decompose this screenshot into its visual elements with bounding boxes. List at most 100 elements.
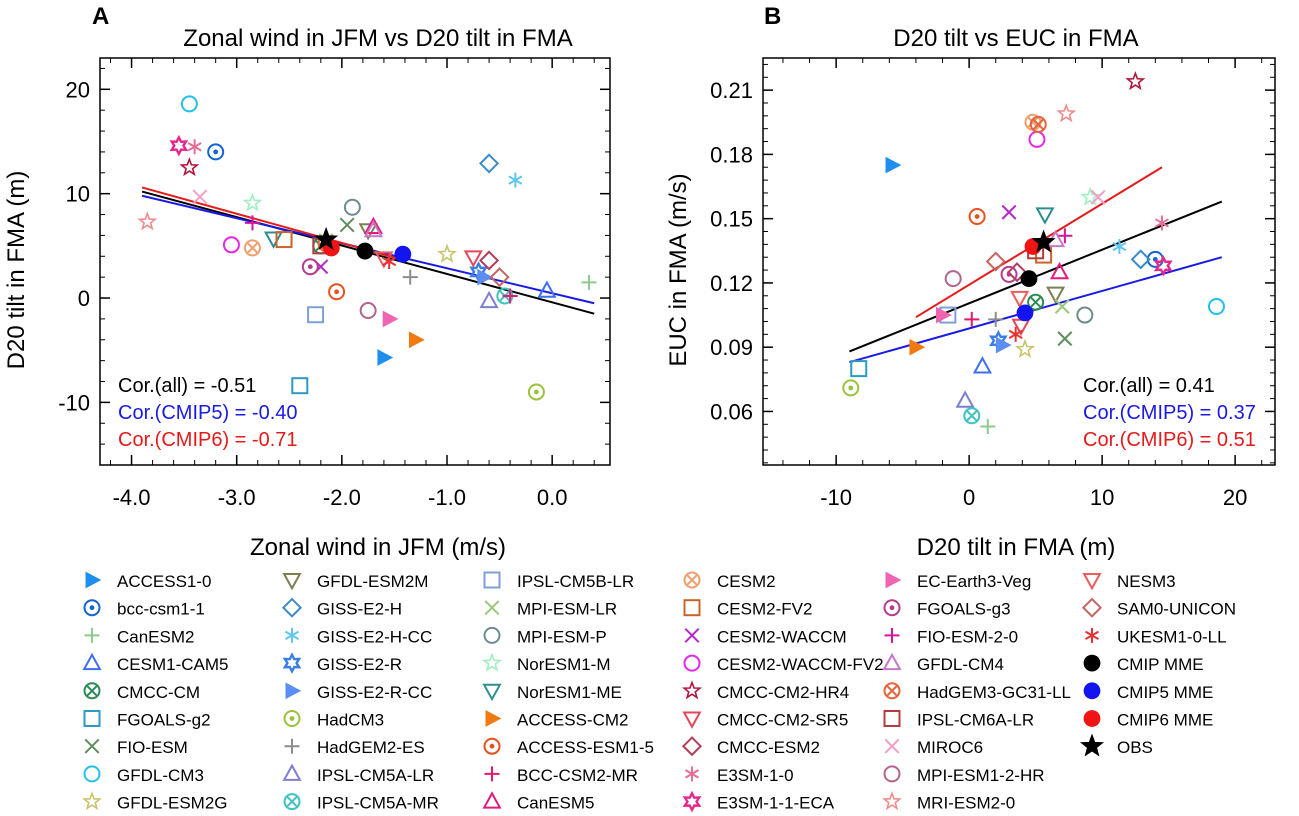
legend-label: IPSL-CM6A-LR <box>917 711 1034 730</box>
legend-label: CESM1-CAM5 <box>117 655 228 674</box>
legend-marker-ukesm1-0-ll <box>1085 627 1099 643</box>
point-e3sm-1-1-eca <box>169 134 189 157</box>
y-tick-label: -10 <box>58 390 90 415</box>
legend-item-gfdl-cm4: GFDL-CM4 <box>882 652 1004 674</box>
point-cesm2-waccm-fv2 <box>1028 130 1046 148</box>
legend-label: CMCC-CM2-HR4 <box>717 683 849 702</box>
point-cesm1-cam5 <box>972 356 992 374</box>
legend-marker-access1-0 <box>85 571 102 589</box>
y-tick-label: 0.18 <box>710 142 753 167</box>
legend-label: CMCC-CM2-SR5 <box>717 711 848 730</box>
legend-label: OBS <box>1117 738 1153 757</box>
legend-marker-cmcc-cm2-hr4 <box>681 680 703 700</box>
y-tick-label: 0.06 <box>710 399 753 424</box>
legend-label: CESM2-WACCM-FV2 <box>717 655 884 674</box>
point-bcc-csm2-mr <box>502 288 518 304</box>
point-cmcc-cm <box>1027 293 1045 311</box>
y-tick-label: 0.21 <box>710 78 753 103</box>
legend-marker-gfdl-esm2m <box>282 573 302 591</box>
legend-label: CanESM2 <box>117 627 194 646</box>
legend-item-hadgem2-es: HadGEM2-ES <box>284 738 425 757</box>
legend-marker-cesm2-fv2 <box>683 599 701 617</box>
legend-label: MRI-ESM2-0 <box>917 794 1015 813</box>
legend-label: CESM2-FV2 <box>717 600 812 619</box>
point-cmip-mme <box>1020 270 1038 288</box>
panel-a: A Zonal wind in JFM vs D20 tilt in FMA -… <box>3 3 611 561</box>
legend-marker-bcc-csm1-1 <box>83 599 101 617</box>
legend-item-miroc6: MIROC6 <box>884 738 983 757</box>
panel-b-ylabel: EUC in FMA (m/s) <box>665 173 692 366</box>
panel-b-xlabel: D20 tilt in FMA (m) <box>917 534 1116 561</box>
legend-marker-cesm2-waccm <box>684 627 700 643</box>
panel-a-title: Zonal wind in JFM vs D20 tilt in FMA <box>183 25 572 52</box>
y-tick-label: 0.15 <box>710 207 753 232</box>
legend-marker-cmip5-mme <box>1083 682 1101 700</box>
legend-item-noresm1-m: NorESM1-M <box>481 652 611 674</box>
point-fgoals-g3 <box>301 258 319 276</box>
legend-label: HadGEM2-ES <box>317 738 425 757</box>
point-gfdl-cm3 <box>180 95 198 113</box>
point-ukesm1-0-ll <box>1008 326 1023 342</box>
legend-item-giss-e2-h-cc: GISS-E2-H-CC <box>285 627 432 646</box>
point-canesm2 <box>980 418 996 434</box>
point-mri-esm2-0 <box>1056 103 1077 123</box>
legend-label: GISS-E2-H <box>317 600 402 619</box>
legend-item-fgoals-g2: FGOALS-g2 <box>83 710 211 730</box>
panel-a-plot: -4.0 -3.0 -2.0 -1.0 0.0 -10 0 10 20 Cor.(all) = -… <box>58 57 611 510</box>
point-ipsl-cm5a-mr <box>963 407 981 425</box>
legend-label: ACCESS-ESM1-5 <box>517 738 654 757</box>
legend-marker-hadcm3 <box>283 710 301 727</box>
legend-marker-canesm2 <box>84 627 100 643</box>
legend-item-mri-esm2-0: MRI-ESM2-0 <box>881 791 1015 813</box>
legend-item-mpi-esm1-2-hr: MPI-ESM1-2-HR <box>883 765 1045 785</box>
legend-marker-sam0-unicon <box>1081 597 1103 618</box>
y-tick-label: 10 <box>66 182 90 207</box>
point-fio-esm <box>1057 331 1073 347</box>
legend-item-noresm1-me: NorESM1-ME <box>482 683 622 702</box>
point-gfdl-esm2m <box>358 223 378 241</box>
y-tick-label: 0.09 <box>710 335 753 360</box>
legend-label: IPSL-CM5A-LR <box>317 766 434 785</box>
legend-label: GFDL-ESM2M <box>317 572 428 591</box>
point-nesm3 <box>1010 290 1030 309</box>
legend-label: EC-Earth3-Veg <box>917 572 1031 591</box>
legend-marker-gfdl-cm3 <box>83 765 101 783</box>
legend-item-mpi-esm-p: MPI-ESM-P <box>483 626 607 646</box>
plot-frame <box>99 57 611 466</box>
point-canesm2 <box>581 274 597 290</box>
legend-label: E3SM-1-1-ECA <box>717 794 835 813</box>
legend-item-access-esm1-5: ACCESS-ESM1-5 <box>483 737 654 757</box>
legend-item-gfdl-esm2g: GFDL-ESM2G <box>81 791 228 813</box>
legend-item-access-cm2: ACCESS-CM2 <box>485 710 628 730</box>
point-ukesm1-0-ll <box>382 254 397 269</box>
panel-b-label: B <box>764 3 781 30</box>
point-access1-0 <box>885 156 902 174</box>
point-giss-e2-r-cc <box>477 268 494 286</box>
point-cesm1-cam5 <box>537 280 557 298</box>
point-miroc6 <box>192 189 208 205</box>
legend-item-ipsl-cm5b-lr: IPSL-CM5B-LR <box>483 571 634 591</box>
legend-marker-mpi-esm-lr <box>484 600 500 616</box>
legend-label: GFDL-CM3 <box>117 766 204 785</box>
legend-label: ACCESS1-0 <box>117 572 211 591</box>
legend-marker-cmip6-mme <box>1083 710 1101 727</box>
legend-item-fio-esm-2-0: FIO-ESM-2-0 <box>884 627 1018 646</box>
legend-marker-cmcc-esm2 <box>681 736 703 757</box>
point-fgoals-g2 <box>850 360 868 378</box>
x-tick-label: -1.0 <box>428 485 466 510</box>
legend-item-nesm3: NESM3 <box>1082 572 1176 591</box>
legend-item-fgoals-g3: FGOALS-g3 <box>883 599 1011 619</box>
legend-label: NorESM1-ME <box>517 683 622 702</box>
legend-marker-fgoals-g2 <box>83 710 101 727</box>
panel-a-ylabel: D20 tilt in FMA (m) <box>3 171 30 370</box>
panel-b: B D20 tilt vs EUC in FMA -10 0 10 20 0.06 0.0… <box>665 3 1276 561</box>
legend-marker-giss-e2-r <box>282 652 302 674</box>
legend-marker-e3sm-1-1-eca <box>682 790 702 813</box>
correlation-cmip5: Cor.(CMIP5) = -0.40 <box>118 402 298 424</box>
legend-marker-gfdl-cm4 <box>882 652 902 671</box>
x-tick-label: 20 <box>1223 485 1247 510</box>
y-tick-label: 0 <box>78 286 90 311</box>
x-tick-label: -10 <box>820 485 852 510</box>
legend-item-ukesm1-0-ll: UKESM1-0-LL <box>1085 627 1227 646</box>
legend-item-cmcc-esm2: CMCC-ESM2 <box>681 736 820 757</box>
